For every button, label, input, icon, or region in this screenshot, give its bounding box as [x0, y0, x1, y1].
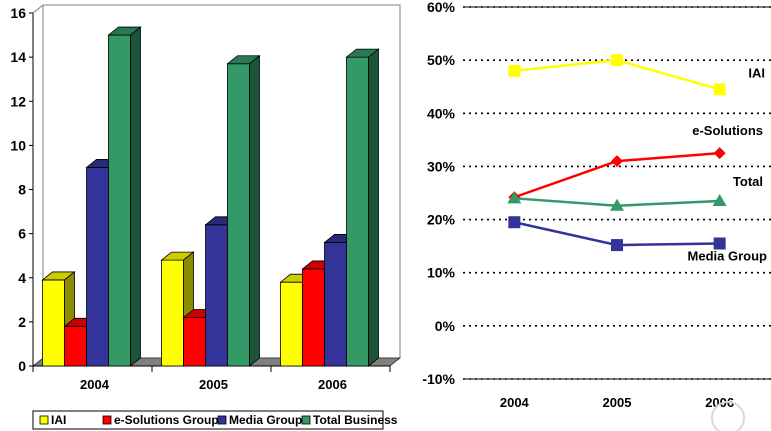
bar: [226, 54, 261, 367]
legend-entry: IAI: [51, 413, 66, 427]
x-tick-label: 2005: [199, 377, 228, 392]
y-tick-label: 6: [18, 226, 26, 242]
data-point: [611, 239, 623, 252]
y-tick-label: 16: [10, 5, 26, 21]
y-tick-label: 14: [10, 49, 26, 65]
data-point: [611, 54, 623, 67]
legend: IAI e-Solutions Group Media Group Total Bus…: [32, 410, 398, 430]
bar-front: [42, 279, 65, 367]
y-tick-label: 60%: [427, 0, 456, 15]
legend-swatch: [102, 415, 112, 425]
y-tick-label: 12: [10, 93, 26, 109]
y-tick-label: 4: [18, 270, 26, 286]
series-label: Total: [733, 174, 763, 189]
x-tick-label: 2004: [500, 395, 530, 410]
y-tick-label: 8: [18, 182, 26, 198]
legend-swatch: [301, 415, 311, 425]
data-point: [712, 193, 727, 206]
y-tick-label: 30%: [427, 158, 456, 174]
bar-front: [324, 242, 347, 367]
legend-box: [32, 410, 384, 430]
x-tick-label: 2006: [318, 377, 347, 392]
legend-entry: e-Solutions Group: [114, 413, 219, 427]
x-tick-label: 2006: [705, 395, 734, 410]
bar-side: [368, 48, 379, 367]
legend-swatch: [217, 415, 227, 425]
bar: [345, 48, 380, 367]
bar-chart: 0 2 4 6 8 10 12 14 16 2004 2005 2006 IAI e-Solutions …: [10, 4, 401, 430]
legend-entry: Total Business: [313, 413, 398, 427]
data-point: [713, 237, 726, 250]
legend-swatch: [39, 415, 49, 425]
y-tick-label: 10: [10, 137, 26, 153]
bar-front: [227, 63, 250, 367]
bar-side: [249, 54, 260, 367]
series-line: IAI: [508, 54, 765, 96]
watermark-icon: [711, 401, 745, 431]
x-tick-label: 2005: [603, 395, 632, 410]
bar-front: [280, 281, 303, 367]
bar-side: [130, 26, 141, 367]
y-axis-edge: [32, 4, 44, 14]
y-tick-label: 40%: [427, 105, 456, 121]
y-tick-label: 20%: [427, 212, 456, 228]
legend-entry: Media Group: [229, 413, 302, 427]
y-tick-label: 50%: [427, 52, 456, 68]
bar-front: [205, 224, 228, 367]
data-point: [611, 155, 623, 168]
data-point: [508, 64, 521, 77]
bar-front: [161, 259, 184, 367]
y-tick-label: 0: [18, 358, 26, 374]
series-line: Total: [507, 174, 763, 211]
data-point: [507, 191, 522, 204]
series-line: e-Solutions: [508, 123, 763, 204]
x-tick-label: 2004: [80, 377, 110, 392]
y-tick-label: 10%: [427, 265, 456, 281]
line-chart: -10% 0% 10% 20% 30% 40% 50% 60% 2004 2005 2006 IAI e…: [422, 0, 771, 410]
data-point: [713, 147, 726, 160]
bar-front: [302, 268, 325, 367]
series-label: Media Group: [688, 248, 768, 263]
bar-front: [64, 325, 87, 367]
series-label: e-Solutions: [692, 123, 763, 138]
data-point: [713, 83, 726, 96]
bar: [107, 26, 142, 367]
y-tick-label: -10%: [422, 371, 455, 387]
bar-front: [86, 167, 109, 367]
series-line: Media Group: [508, 216, 767, 263]
data-point: [508, 216, 521, 229]
y-tick-label: 2: [18, 314, 26, 330]
series-label: IAI: [748, 65, 765, 80]
bar-front: [346, 56, 369, 367]
bar-front: [108, 34, 131, 367]
bar-front: [183, 317, 206, 367]
y-tick-label: 0%: [435, 318, 456, 334]
data-point: [610, 198, 624, 211]
